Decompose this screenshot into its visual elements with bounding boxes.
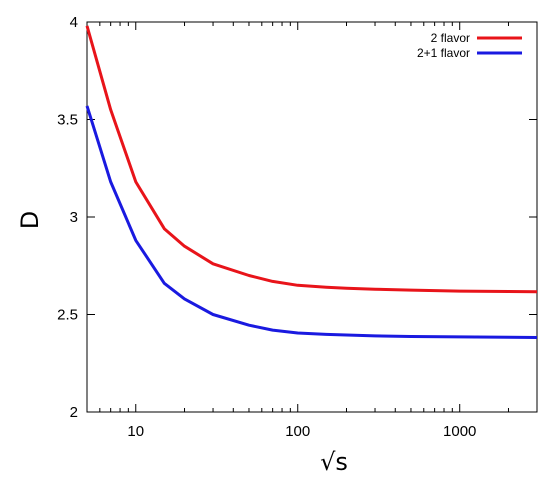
y-tick-label: 4 <box>70 14 78 31</box>
x-tick-label: 100 <box>285 423 310 440</box>
plot-frame <box>86 21 538 413</box>
y-axis-label: D <box>16 211 44 229</box>
tick-labels: 2 2.5 3 3.5 4 10 100 1000 <box>57 14 476 440</box>
y-tick-label: 3.5 <box>57 112 78 129</box>
legend-label: 2 flavor <box>431 31 470 45</box>
series-lines <box>85 25 538 339</box>
ticks <box>86 21 538 413</box>
series-line-2 <box>85 105 538 339</box>
legend-label: 2+1 flavor <box>417 46 470 60</box>
y-tick-label: 2.5 <box>57 307 78 324</box>
x-tick-label: 10 <box>127 423 144 440</box>
y-tick-label: 2 <box>70 404 78 421</box>
x-tick-label: 1000 <box>443 423 476 440</box>
series-line-1 <box>85 25 538 294</box>
y-tick-label: 3 <box>70 209 78 226</box>
x-axis-label: √s <box>320 448 348 476</box>
